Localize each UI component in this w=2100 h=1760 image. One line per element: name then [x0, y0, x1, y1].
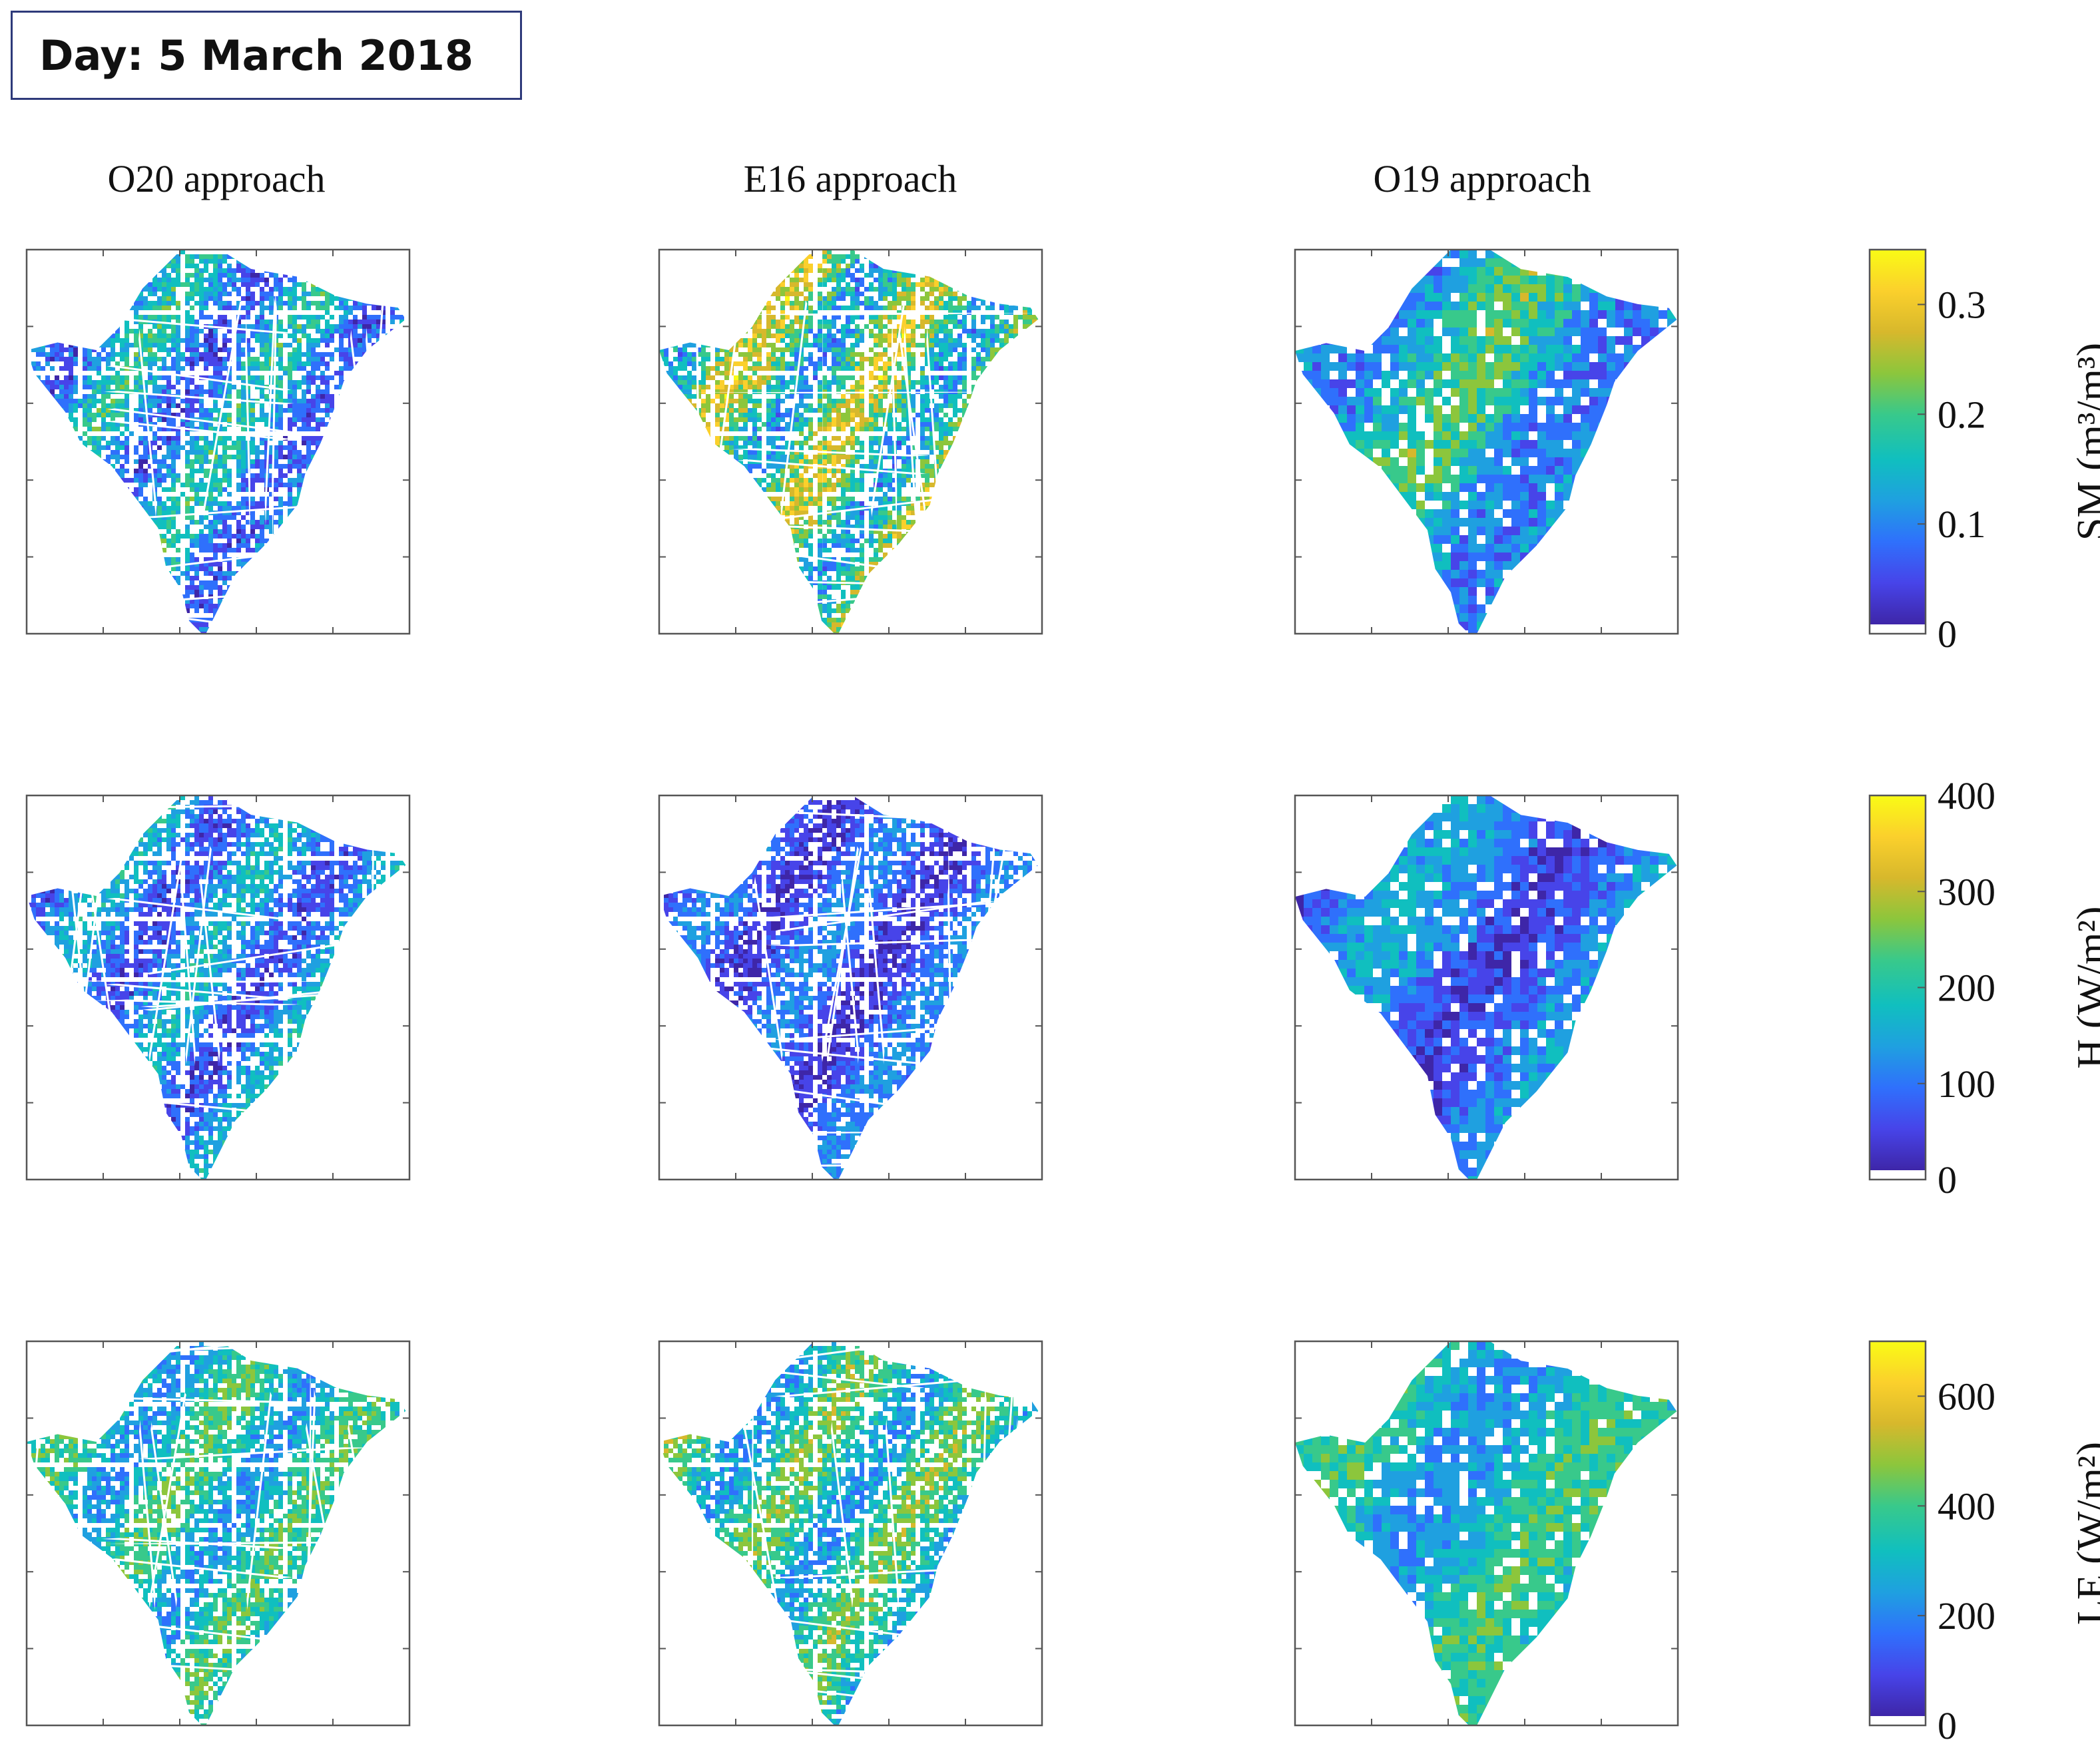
panel-frame: [658, 248, 1043, 635]
colorbar-tick-label: 0: [1938, 1158, 1957, 1202]
map-panel-le-3: [1294, 1340, 1679, 1727]
colorbar-tick-label: 200: [1938, 967, 1995, 1010]
colorbar-gradient: [1870, 1341, 1926, 1716]
map-panel-sm-3: [1294, 248, 1679, 635]
colorbar-tick-label: 300: [1938, 870, 1995, 913]
colorbar-gradient: [1870, 795, 1926, 1170]
panel-frame: [25, 1340, 411, 1727]
map-panel-le-2: [658, 1340, 1043, 1727]
colorbar-gradient: [1870, 250, 1926, 624]
colorbar-tick-label: 0: [1938, 612, 1957, 656]
colorbar-tick-label: 0.2: [1938, 393, 1986, 436]
panel-frame: [25, 794, 411, 1181]
colorbar-tick-label: 100: [1938, 1062, 1995, 1106]
colorbar-label: H (W/m²): [2069, 906, 2100, 1068]
map-panel-sm-2: [658, 248, 1043, 635]
colorbar-tick-label: 400: [1938, 1484, 1995, 1528]
colorbar-h: 0 100 200 300 400 H (W/m²): [1868, 774, 2100, 1202]
colorbar-tick-label: 400: [1938, 774, 1995, 817]
panel-frame: [1294, 794, 1679, 1181]
colorbar-nan-swatch: [1870, 1716, 1926, 1725]
column-title-o19: O19 approach: [1269, 156, 1695, 201]
panel-frame: [1294, 248, 1679, 635]
colorbar-sm: 0 0.1 0.2 0.3 SM (m³/m³): [1868, 248, 2100, 656]
colorbar-tick-label: 600: [1938, 1375, 1995, 1418]
map-panel-h-1: [25, 794, 411, 1181]
column-title-o20: O20 approach: [3, 156, 429, 201]
map-panel-h-3: [1294, 794, 1679, 1181]
map-panel-sm-1: [25, 248, 411, 635]
colorbar-tick-label: 0.3: [1938, 283, 1986, 326]
colorbar-frame: [1868, 248, 1927, 635]
colorbar-nan-swatch: [1870, 1170, 1926, 1180]
panel-frame: [1294, 1340, 1679, 1727]
map-panel-le-1: [25, 1340, 411, 1727]
colorbar-tick-label: 0.1: [1938, 503, 1986, 546]
panel-frame: [658, 794, 1043, 1181]
colorbar-label: LE (W/m²): [2069, 1442, 2100, 1625]
panel-frame: [25, 248, 411, 635]
colorbar-tick-label: 0: [1938, 1704, 1957, 1747]
day-label: Day: 5 March 2018: [39, 31, 473, 80]
colorbar-frame: [1868, 1340, 1927, 1727]
column-title-e16: E16 approach: [637, 156, 1063, 201]
panel-frame: [658, 1340, 1043, 1727]
colorbar-tick-label: 200: [1938, 1594, 1995, 1638]
colorbar-label: SM (m³/m³): [2069, 343, 2100, 541]
day-label-box: Day: 5 March 2018: [11, 11, 522, 100]
colorbar-le: 0 200 400 600 LE (W/m²): [1868, 1340, 2100, 1747]
colorbar-nan-swatch: [1870, 624, 1926, 634]
map-panel-h-2: [658, 794, 1043, 1181]
